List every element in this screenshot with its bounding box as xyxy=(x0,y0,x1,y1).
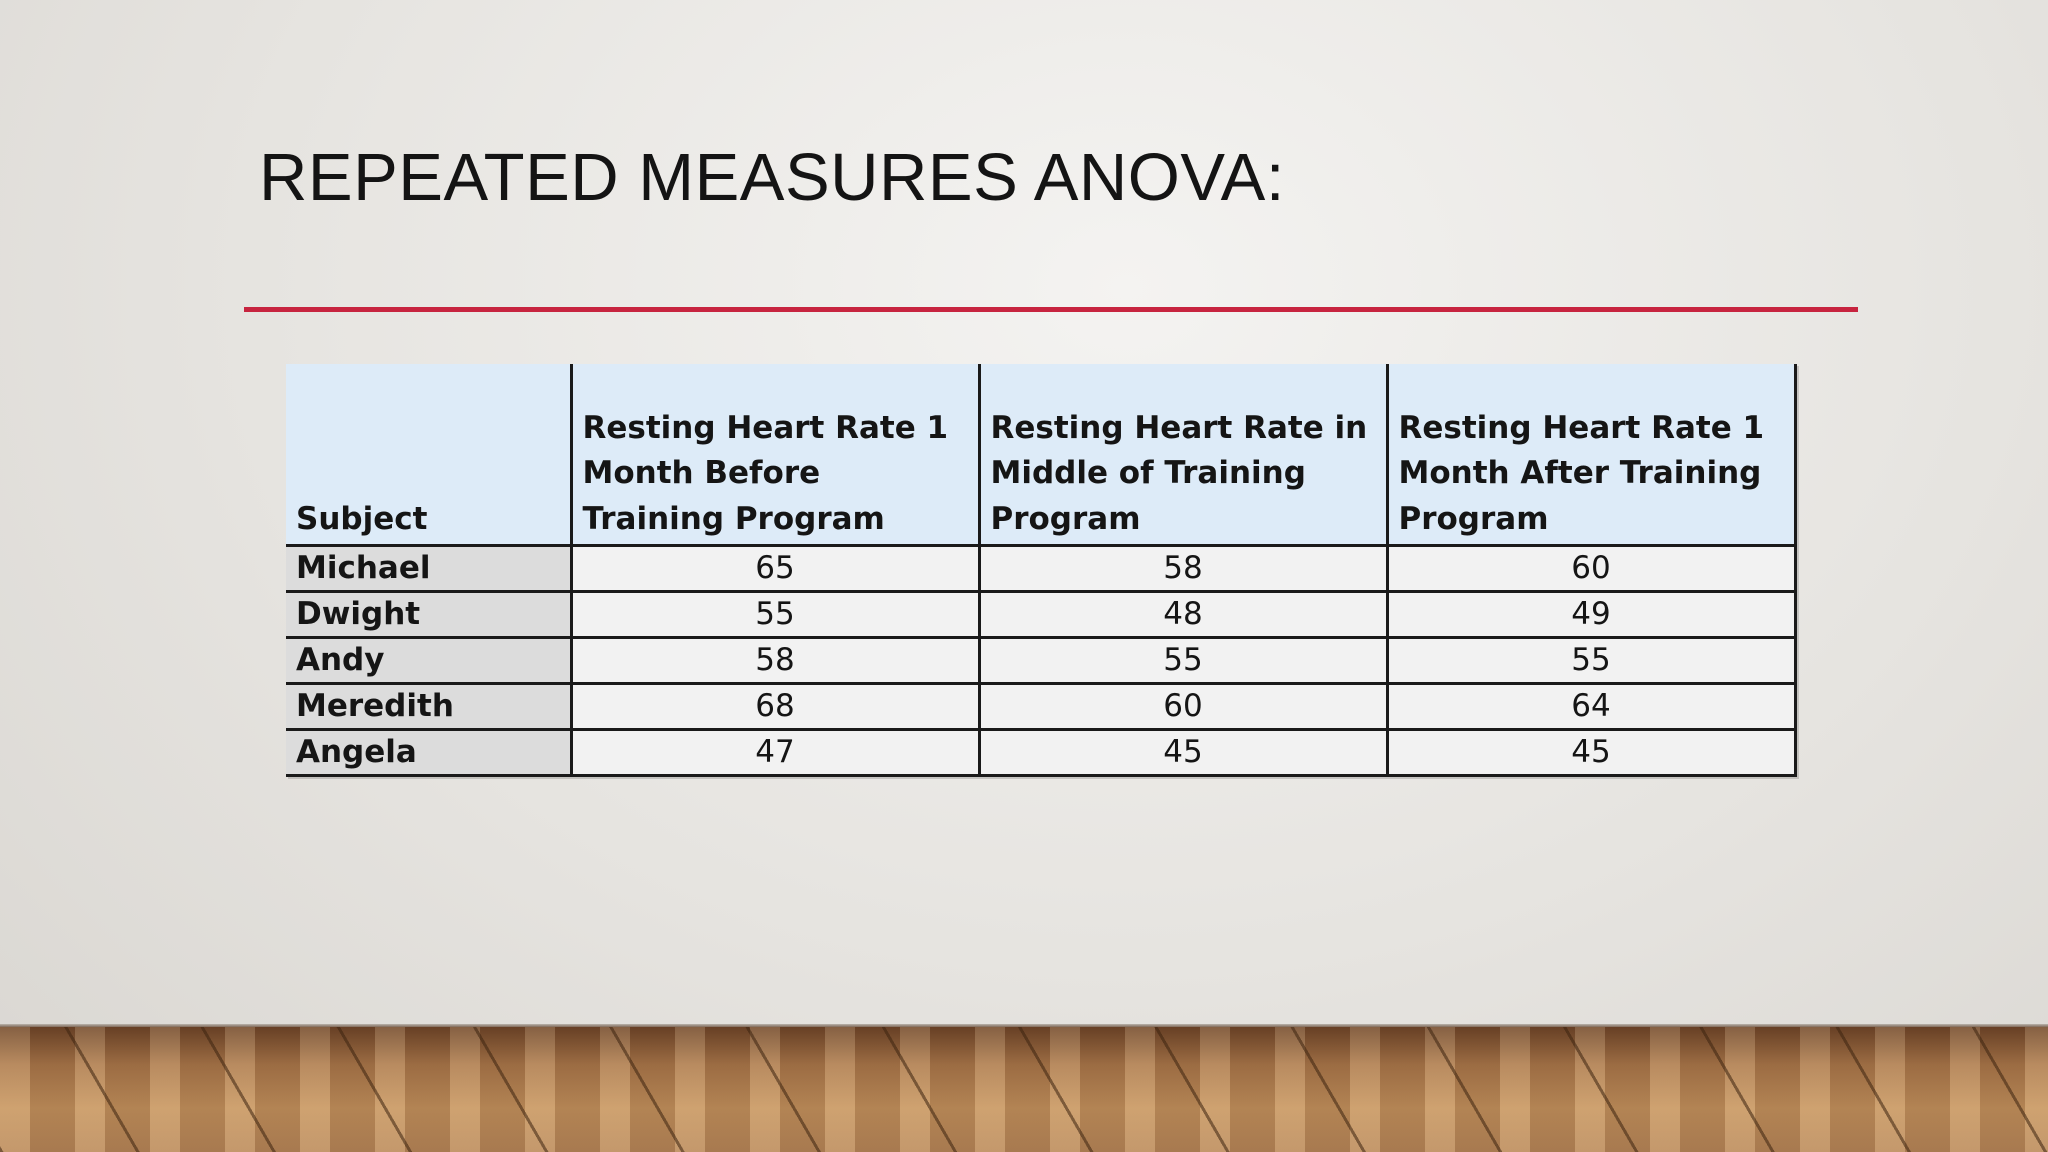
wood-floor-background xyxy=(0,1027,2048,1152)
value-cell: 55 xyxy=(1385,637,1797,685)
value-cell: 45 xyxy=(977,729,1387,777)
value-cell: 68 xyxy=(569,683,979,731)
value-cell: 47 xyxy=(569,729,979,777)
value-cell: 60 xyxy=(1385,545,1797,593)
value-cell: 58 xyxy=(569,637,979,685)
slide-title: REPEATED MEASURES ANOVA: xyxy=(259,140,1285,215)
value-cell: 55 xyxy=(569,591,979,639)
header-subject: Subject xyxy=(286,364,571,547)
subject-cell: Andy xyxy=(286,637,571,685)
table-row: Andy 58 55 55 xyxy=(286,637,1797,685)
value-cell: 58 xyxy=(977,545,1387,593)
table-row: Dwight 55 48 49 xyxy=(286,591,1797,639)
subject-cell: Angela xyxy=(286,729,571,777)
value-cell: 48 xyxy=(977,591,1387,639)
table-row: Angela 47 45 45 xyxy=(286,729,1797,777)
title-divider xyxy=(244,307,1858,312)
subject-cell: Dwight xyxy=(286,591,571,639)
heart-rate-table: Subject Resting Heart Rate 1 Month Befor… xyxy=(286,364,1797,777)
header-after-training: Resting Heart Rate 1 Month After Trainin… xyxy=(1385,364,1797,547)
table-row: Michael 65 58 60 xyxy=(286,545,1797,593)
value-cell: 60 xyxy=(977,683,1387,731)
header-before-training: Resting Heart Rate 1 Month Before Traini… xyxy=(569,364,979,547)
value-cell: 49 xyxy=(1385,591,1797,639)
value-cell: 64 xyxy=(1385,683,1797,731)
header-middle-training: Resting Heart Rate in Middle of Training… xyxy=(977,364,1387,547)
value-cell: 45 xyxy=(1385,729,1797,777)
value-cell: 65 xyxy=(569,545,979,593)
table-header-row: Subject Resting Heart Rate 1 Month Befor… xyxy=(286,364,1797,547)
table-row: Meredith 68 60 64 xyxy=(286,683,1797,731)
subject-cell: Meredith xyxy=(286,683,571,731)
floor-edge xyxy=(0,1024,2048,1029)
value-cell: 55 xyxy=(977,637,1387,685)
subject-cell: Michael xyxy=(286,545,571,593)
